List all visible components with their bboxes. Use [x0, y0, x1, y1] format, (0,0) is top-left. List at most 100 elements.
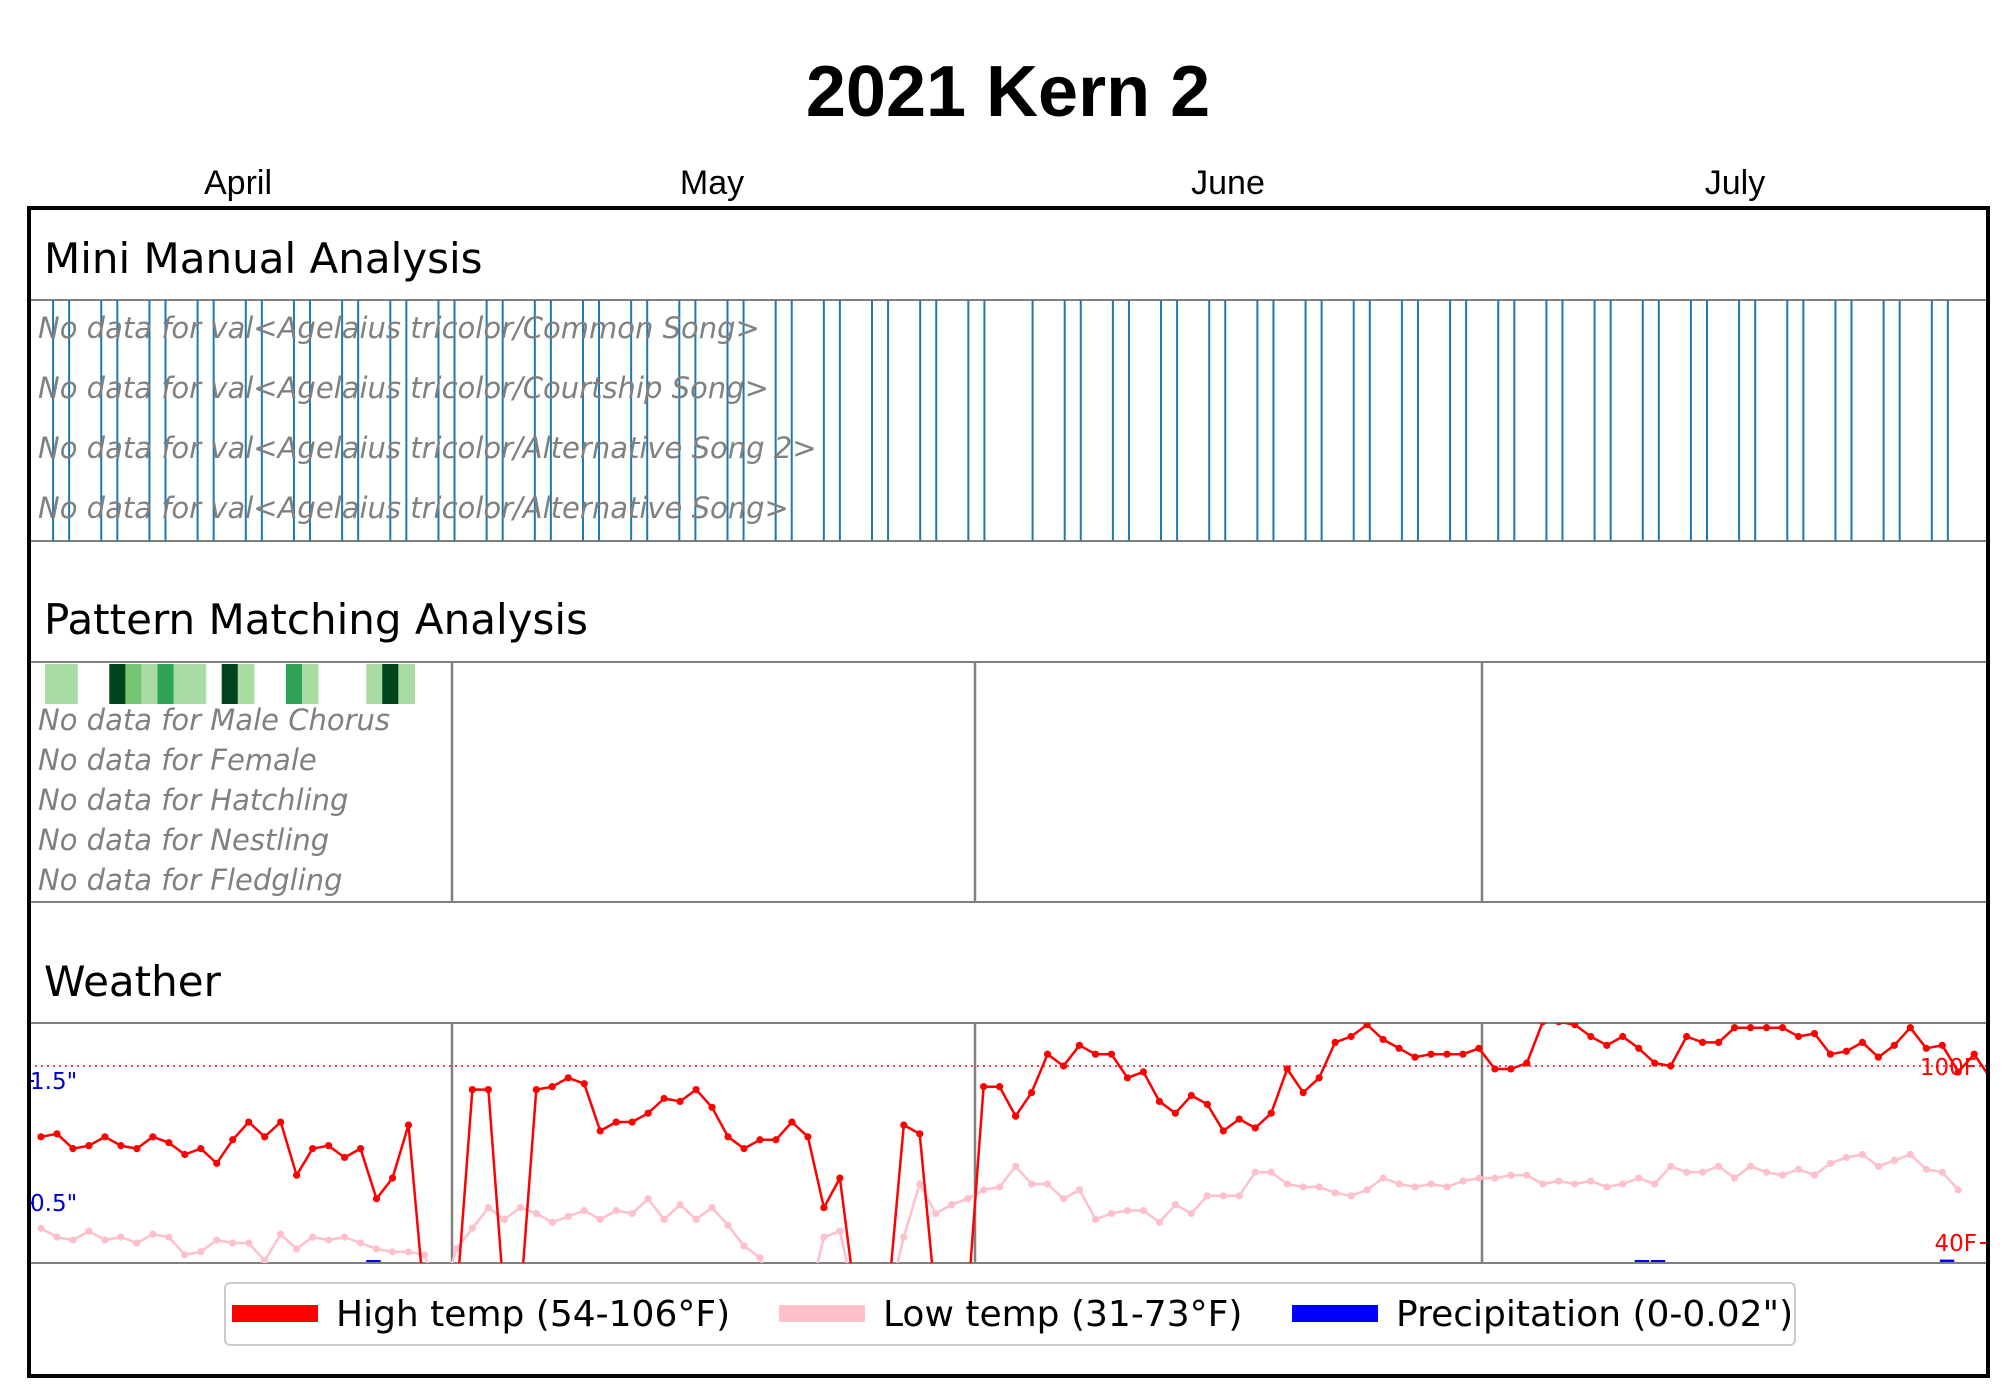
month-labels: April May June July: [204, 164, 1765, 202]
low-temp-point: [1251, 1168, 1259, 1176]
low-temp-point: [1778, 1171, 1787, 1179]
low-temp-point: [1091, 1215, 1100, 1223]
pattern-row-label: No data for Female: [38, 743, 317, 777]
low-temp-point: [261, 1257, 269, 1263]
low-temp-point: [1619, 1180, 1627, 1188]
weather-panel: Weather 1.5" 0.5" 100F 40F: [29, 957, 1988, 1264]
low-temp-point: [324, 1236, 333, 1244]
high-temp-point: [181, 1150, 189, 1159]
high-temp-point: [788, 1118, 796, 1126]
low-temp-point: [1395, 1180, 1403, 1188]
high-temp-point: [149, 1133, 157, 1141]
high-temp-point: [1012, 1112, 1020, 1120]
low-temp-point: [532, 1209, 540, 1218]
low-temp-point: [756, 1254, 764, 1262]
high-temp-point: [612, 1118, 620, 1126]
low-temp-point: [1075, 1186, 1084, 1194]
high-temp-point: [580, 1080, 588, 1088]
high-temp-point: [1667, 1062, 1675, 1070]
high-temp-point: [1427, 1050, 1435, 1058]
temp-high-label: 100F: [1920, 1055, 1977, 1081]
low-temp-point: [1123, 1206, 1132, 1215]
high-temp-point: [1219, 1127, 1227, 1135]
high-temp-point: [564, 1074, 572, 1082]
high-temp-point: [1507, 1065, 1515, 1073]
low-temp-point: [724, 1221, 732, 1229]
high-temp-point: [740, 1145, 748, 1153]
low-temp-point: [1826, 1159, 1835, 1167]
high-temp-point: [484, 1086, 492, 1094]
temp-low-label: 40F: [1935, 1231, 1978, 1257]
legend-swatch-precipitation: [1292, 1305, 1378, 1322]
high-temp-point: [69, 1145, 77, 1153]
low-temp-point: [580, 1206, 588, 1215]
low-temp-point: [1794, 1165, 1803, 1173]
high-temp-point: [197, 1145, 205, 1153]
high-temp-point: [548, 1083, 556, 1091]
low-temp-point: [468, 1224, 476, 1232]
manual-row-label: No data for val<Agelaius tricolor/Common…: [38, 311, 760, 345]
high-temp-point: [996, 1083, 1004, 1091]
high-temp-point: [1970, 1050, 1978, 1058]
low-temp-point: [1858, 1150, 1866, 1159]
low-temp-point: [1842, 1153, 1851, 1162]
low-temp-series: [37, 1150, 1962, 1263]
low-temp-point: [117, 1233, 125, 1241]
high-temp-point: [1203, 1100, 1211, 1108]
low-temp-point: [1874, 1162, 1882, 1170]
high-temp-point: [85, 1142, 93, 1150]
high-temp-point: [1107, 1050, 1116, 1058]
low-temp-point: [1139, 1206, 1148, 1215]
high-temp-point: [1459, 1050, 1467, 1058]
high-temp-point: [1778, 1024, 1787, 1032]
high-temp-point: [1746, 1024, 1755, 1032]
low-temp-point: [1491, 1174, 1499, 1182]
low-temp-point: [229, 1239, 237, 1247]
low-temp-point: [37, 1224, 45, 1232]
pattern-heat-cell: [221, 664, 239, 704]
pattern-heat-cell: [189, 664, 207, 704]
low-temp-point: [820, 1233, 828, 1241]
low-temp-point: [404, 1248, 413, 1256]
high-temp-point: [1379, 1035, 1387, 1044]
high-temp-point: [1155, 1097, 1163, 1105]
low-temp-point: [1155, 1218, 1163, 1226]
precipitation-bar: [366, 1260, 381, 1262]
low-temp-point: [1954, 1186, 1962, 1194]
low-temp-point: [340, 1233, 349, 1241]
high-temp-series: [37, 1023, 1988, 1263]
manual-row-label: No data for val<Agelaius tricolor/Altern…: [38, 431, 817, 465]
low-temp-point: [1347, 1192, 1355, 1200]
pattern-heat-cell: [285, 664, 303, 704]
high-temp-point: [900, 1121, 908, 1129]
low-temp-point: [1507, 1171, 1515, 1179]
legend-label-high-temp: High temp (54-106°F): [336, 1294, 730, 1335]
high-temp-point: [1699, 1038, 1707, 1046]
low-temp-point: [1635, 1174, 1643, 1182]
high-temp-point: [1858, 1038, 1866, 1046]
high-temp-point: [804, 1133, 812, 1141]
low-temp-point: [293, 1245, 301, 1253]
pattern-heat-cell: [109, 664, 126, 704]
low-temp-point: [1683, 1168, 1691, 1176]
high-temp-point: [1603, 1041, 1611, 1049]
low-temp-point: [1667, 1162, 1675, 1170]
high-temp-point: [340, 1153, 349, 1162]
high-temp-point: [1091, 1050, 1100, 1058]
pattern-heat-cell: [45, 664, 62, 704]
pattern-heat-cell: [237, 664, 255, 704]
low-temp-point: [1411, 1183, 1419, 1191]
figure-frame: [27, 206, 1990, 1378]
low-temp-point: [1890, 1156, 1898, 1164]
high-temp-point: [916, 1130, 924, 1138]
high-temp-point: [117, 1142, 125, 1150]
high-temp-point: [1363, 1023, 1371, 1029]
high-temp-point: [324, 1142, 333, 1150]
high-temp-point: [1730, 1024, 1739, 1032]
legend-swatch-high-temp: [232, 1305, 318, 1322]
low-temp-point: [676, 1201, 684, 1209]
high-temp-point: [1842, 1047, 1851, 1055]
low-temp-point: [1475, 1174, 1483, 1182]
low-temp-point: [101, 1236, 109, 1244]
